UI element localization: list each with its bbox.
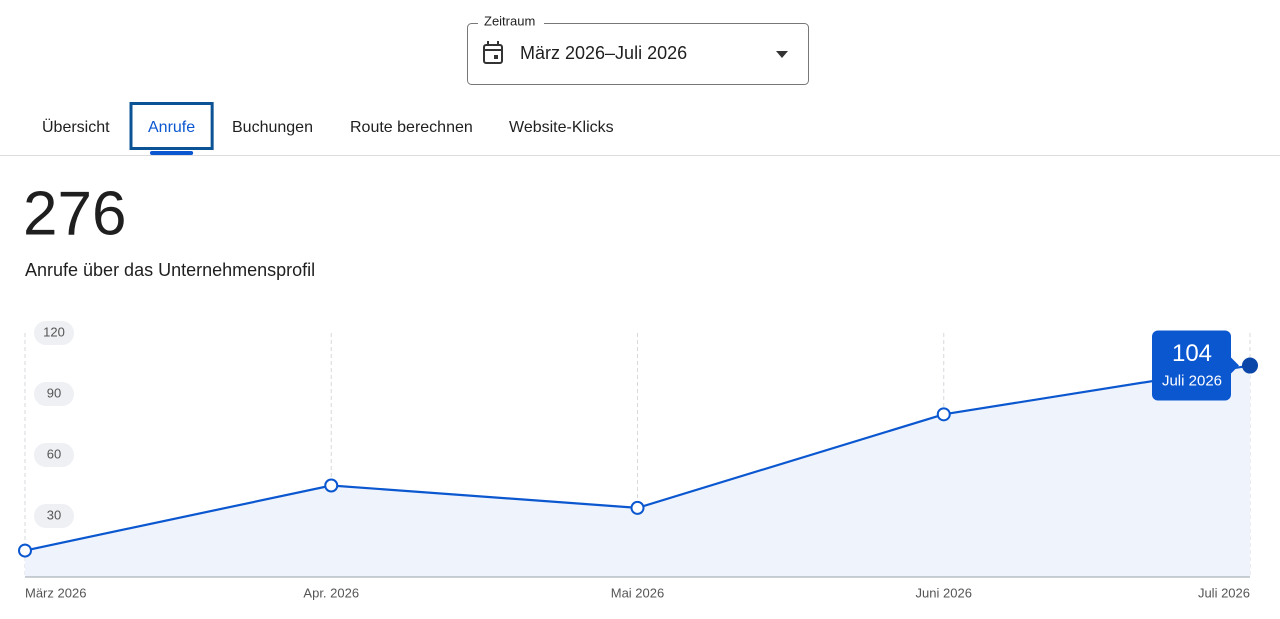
dropdown-arrow[interactable] [776,51,788,58]
y-tick-label: 120 [43,324,65,339]
y-tick-label: 30 [47,507,61,522]
y-tick-pill [34,321,74,345]
tooltip-value: 104 [1172,340,1212,367]
data-point [630,500,645,515]
data-point [1242,357,1258,374]
tab[interactable]: Anrufe [148,119,195,136]
tab[interactable]: Route berechnen [350,119,473,136]
tooltip [1152,330,1231,401]
x-tick-label: März 2026 [25,585,86,600]
label-notch [478,15,544,29]
tab-bar: Übersicht Anrufe Buchungen Route berechnen W… [42,102,614,155]
x-tick-label: Mai 2026 [611,585,664,600]
y-tick-pill [34,504,74,528]
x-tick-label: Juli 2026 [1198,585,1250,600]
date-range-picker[interactable]: Zeitraum März 2026–Juli 2026 [467,13,809,85]
data-point [936,407,951,422]
tooltip-label: Juli 2026 [1162,373,1222,390]
y-tick-label: 90 [47,385,61,400]
line-chart: 30 60 90 120 104 Juli 2026 März 2026 Apr. 2026 M… [18,321,1258,600]
calendar-icon [483,41,503,64]
data-point [324,478,339,493]
y-tick-pill [34,443,74,467]
tab[interactable]: Buchungen [232,119,313,136]
picker-box[interactable] [467,23,809,85]
x-tick-label: Juni 2026 [916,585,972,600]
tooltip-pointer [1231,357,1239,374]
tab[interactable]: Website-Klicks [509,119,614,136]
total-label: Anrufe über das Unternehmensprofil [25,260,315,280]
tab-indicator [150,151,194,155]
picker-label: Zeitraum [484,13,535,28]
picker-value[interactable]: März 2026–Juli 2026 [520,43,687,63]
y-tick-pill [34,382,74,406]
tab-focus-ring [129,102,214,150]
data-point [18,543,32,558]
tab[interactable]: Übersicht [42,118,110,136]
y-tick-label: 60 [47,446,61,461]
x-tick-label: Apr. 2026 [303,585,359,600]
total-value: 276 [23,179,126,248]
